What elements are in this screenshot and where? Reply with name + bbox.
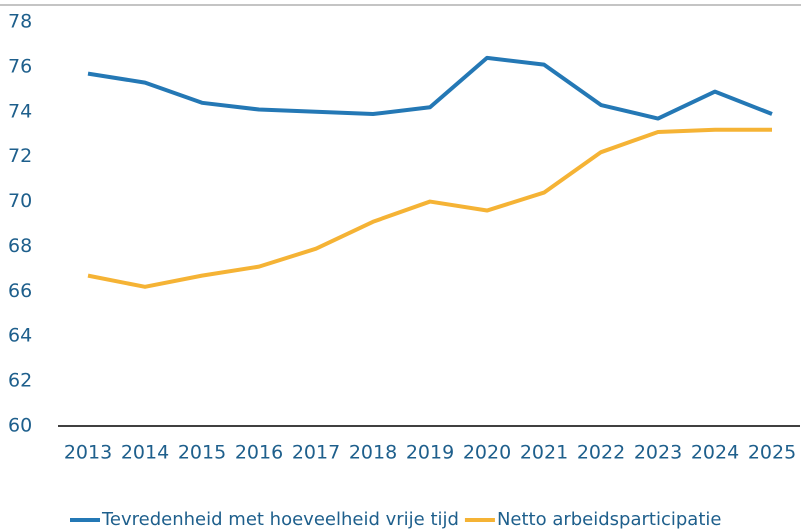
y-tick-label: 78	[8, 11, 32, 33]
y-tick-label: 74	[8, 100, 32, 122]
x-tick-label: 2021	[520, 442, 568, 464]
x-tick-label: 2013	[64, 442, 112, 464]
x-tick-label: 2017	[292, 442, 340, 464]
y-tick-label: 66	[8, 280, 32, 302]
y-tick-label: 60	[8, 415, 32, 437]
legend-label: Netto arbeidsparticipatie	[497, 509, 722, 530]
series-line	[87, 127, 772, 289]
x-tick-label: 2022	[577, 442, 625, 464]
y-tick-label: 72	[8, 145, 32, 167]
x-tick-label: 2023	[634, 442, 682, 464]
y-tick-label: 64	[8, 325, 32, 347]
x-tick-label: 2020	[463, 442, 511, 464]
y-tick-label: 62	[8, 370, 32, 392]
x-tick-label: 2019	[406, 442, 454, 464]
x-tick-label: 2024	[691, 442, 739, 464]
y-tick-label: 76	[8, 55, 32, 77]
x-tick-label: 2015	[178, 442, 226, 464]
legend-label: Tevredenheid met hoeveelheid vrije tijd	[101, 509, 459, 530]
x-tick-label: 2018	[349, 442, 397, 464]
y-tick-label: 70	[8, 190, 32, 212]
y-tick-label: 68	[8, 235, 32, 257]
x-tick-label: 2016	[235, 442, 283, 464]
x-tick-label: 2014	[121, 442, 169, 464]
x-tick-label: 2025	[748, 442, 796, 464]
series-line	[87, 55, 773, 121]
